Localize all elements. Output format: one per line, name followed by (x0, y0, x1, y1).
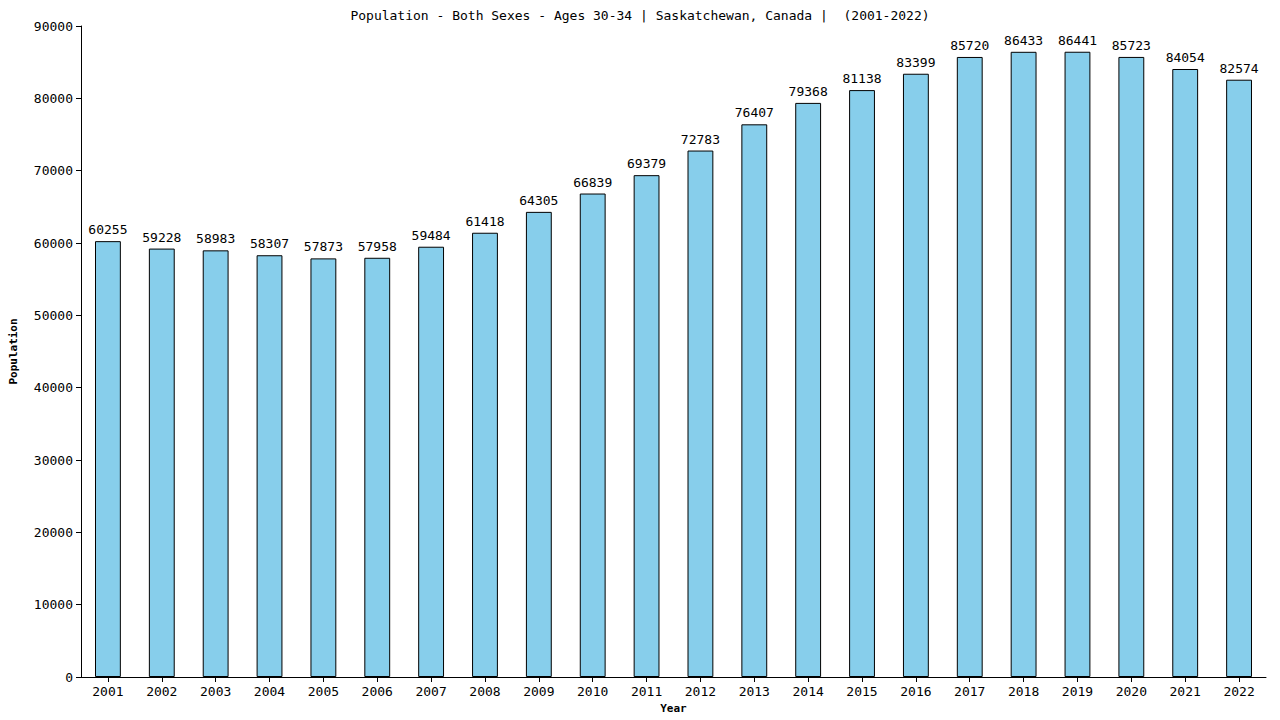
svg-text:60255: 60255 (88, 222, 127, 237)
svg-text:2016: 2016 (900, 684, 931, 699)
svg-text:2001: 2001 (92, 684, 123, 699)
svg-text:Population - Both Sexes - Ages: Population - Both Sexes - Ages 30-34 | S… (350, 8, 929, 23)
svg-text:64305: 64305 (519, 193, 558, 208)
svg-text:2005: 2005 (308, 684, 339, 699)
svg-text:2012: 2012 (685, 684, 716, 699)
svg-text:40000: 40000 (34, 380, 73, 395)
svg-text:2011: 2011 (631, 684, 662, 699)
svg-text:85720: 85720 (950, 38, 989, 53)
svg-text:82574: 82574 (1219, 61, 1258, 76)
svg-text:86433: 86433 (1004, 33, 1043, 48)
svg-text:57958: 57958 (358, 239, 397, 254)
svg-text:2009: 2009 (523, 684, 554, 699)
svg-text:86441: 86441 (1058, 33, 1097, 48)
svg-text:2008: 2008 (469, 684, 500, 699)
svg-text:72783: 72783 (681, 132, 720, 147)
svg-text:57873: 57873 (304, 239, 343, 254)
svg-text:70000: 70000 (34, 163, 73, 178)
svg-text:84054: 84054 (1166, 50, 1205, 65)
svg-text:2007: 2007 (415, 684, 446, 699)
svg-text:50000: 50000 (34, 308, 73, 323)
svg-text:2014: 2014 (793, 684, 824, 699)
svg-text:Population: Population (7, 318, 20, 384)
svg-text:2017: 2017 (954, 684, 985, 699)
svg-text:2006: 2006 (362, 684, 393, 699)
svg-text:76407: 76407 (735, 105, 774, 120)
svg-text:20000: 20000 (34, 525, 73, 540)
svg-text:59484: 59484 (412, 228, 451, 243)
svg-text:Year: Year (660, 702, 687, 715)
svg-text:2003: 2003 (200, 684, 231, 699)
svg-text:10000: 10000 (34, 597, 73, 612)
svg-text:2002: 2002 (146, 684, 177, 699)
svg-text:58983: 58983 (196, 231, 235, 246)
svg-text:2015: 2015 (846, 684, 877, 699)
svg-text:85723: 85723 (1112, 38, 1151, 53)
svg-text:2020: 2020 (1116, 684, 1147, 699)
svg-text:2010: 2010 (577, 684, 608, 699)
svg-text:60000: 60000 (34, 236, 73, 251)
svg-text:59228: 59228 (142, 230, 181, 245)
svg-text:61418: 61418 (465, 214, 504, 229)
svg-text:90000: 90000 (34, 19, 73, 34)
svg-text:83399: 83399 (896, 55, 935, 70)
svg-text:81138: 81138 (842, 71, 881, 86)
svg-text:80000: 80000 (34, 91, 73, 106)
svg-text:2004: 2004 (254, 684, 285, 699)
svg-text:2019: 2019 (1062, 684, 1093, 699)
svg-text:79368: 79368 (789, 84, 828, 99)
svg-text:2022: 2022 (1223, 684, 1254, 699)
svg-text:30000: 30000 (34, 453, 73, 468)
svg-text:2021: 2021 (1170, 684, 1201, 699)
svg-text:2018: 2018 (1008, 684, 1039, 699)
svg-text:69379: 69379 (627, 156, 666, 171)
svg-text:2013: 2013 (739, 684, 770, 699)
svg-text:66839: 66839 (573, 175, 612, 190)
svg-text:0: 0 (65, 670, 73, 685)
svg-text:58307: 58307 (250, 236, 289, 251)
